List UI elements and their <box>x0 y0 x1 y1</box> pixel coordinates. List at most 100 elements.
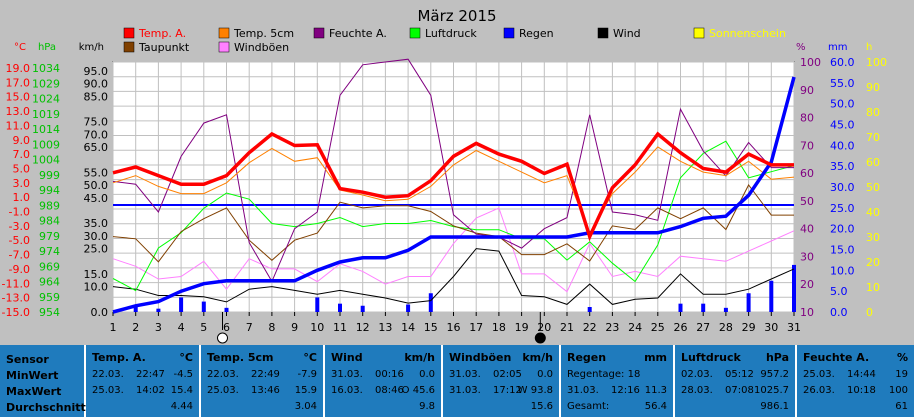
label-max: MaxWert <box>6 385 62 398</box>
legend-swatch <box>503 27 515 39</box>
axis-tick-left: 19.0 <box>6 62 31 75</box>
axis-tick-left: 30.0 <box>84 230 109 243</box>
axis-tick-left: -9.0 <box>9 263 30 276</box>
axis-tick-left: 994 <box>39 184 60 197</box>
x-tick-label: 17 <box>469 321 483 334</box>
axis-tick-right: 80 <box>800 112 814 125</box>
axis-tick-left: 954 <box>39 306 60 319</box>
x-tick-label: 28 <box>719 321 733 334</box>
axis-tick-left: -5.0 <box>9 234 30 247</box>
series-line-regen <box>112 76 796 314</box>
rain-bar <box>406 304 411 312</box>
axis-tick-right: 30 <box>866 231 880 244</box>
axis-tick-right: 70 <box>800 139 814 152</box>
axis-tick-left: 45.0 <box>84 192 109 205</box>
table-cell: 31.03. <box>331 369 363 380</box>
table-cell: 1025.7 <box>754 385 789 396</box>
axis-tick-right: 45.0 <box>830 119 855 132</box>
column-header: Regen <box>567 351 607 364</box>
axis-tick-left: 1.0 <box>13 191 31 204</box>
x-tick-label: 2 <box>132 321 139 334</box>
table-cell: 00:16 <box>375 369 404 380</box>
axis-tick-left: -15.0 <box>2 306 30 319</box>
axis-tick-right: 0 <box>866 306 873 319</box>
column-unit: °C <box>303 351 317 364</box>
axis-tick-right: 30 <box>800 250 814 263</box>
x-tick-label: 16 <box>447 321 461 334</box>
table-row: 02.03. 05:12 957.2 <box>681 369 789 383</box>
axis-tick-right: 30.0 <box>830 181 855 194</box>
column-unit: °C <box>179 351 193 364</box>
legend-label: Windböen <box>234 41 289 54</box>
axis-tick-left: 85.0 <box>84 90 109 103</box>
x-tick-label: 8 <box>268 321 275 334</box>
table-cell: 22.03. <box>92 369 124 380</box>
x-tick-label: 31 <box>787 321 801 334</box>
axis-label-left: km/h <box>79 42 104 53</box>
rain-bar <box>133 305 138 312</box>
rain-bar <box>769 280 774 312</box>
legend-swatch <box>409 27 421 39</box>
column-unit: km/h <box>522 351 553 364</box>
rain-bar <box>792 264 796 312</box>
table-cell: 25.03. <box>803 369 835 380</box>
table-cell: 12:16 <box>611 385 640 396</box>
legend-swatch <box>218 27 230 39</box>
moon-full-icon <box>534 332 546 344</box>
rain-bar <box>156 308 161 312</box>
axis-tick-left: 90.0 <box>84 78 109 91</box>
table-cell: 17:12 <box>493 385 522 396</box>
table-column: Luftdruck hPa 02.03. 05:12 957.2 28.03. 07:08 1… <box>675 345 795 417</box>
x-tick-label: 30 <box>764 321 778 334</box>
axis-tick-left: -1.0 <box>9 206 30 219</box>
series-line-taupunkt <box>112 184 794 263</box>
legend-swatch <box>123 41 135 53</box>
axis-tick-left: -3.0 <box>9 220 30 233</box>
column-header: Temp. A. <box>92 351 146 364</box>
axis-tick-right: 40 <box>800 223 814 236</box>
table-row-avg: 15.6 <box>449 401 553 415</box>
rain-bar <box>360 305 365 312</box>
table-cell: 19 <box>895 369 908 380</box>
rain-bar <box>428 293 433 312</box>
table-cell: 0.0 <box>537 369 553 380</box>
axis-tick-right: 40 <box>866 206 880 219</box>
axis-tick-left: 1034 <box>32 62 60 75</box>
axis-tick-right: 35.0 <box>830 160 855 173</box>
axis-tick-right: 10.0 <box>830 264 855 277</box>
axis-tick-right: 60 <box>866 156 880 169</box>
axis-tick-right: 0.0 <box>830 306 848 319</box>
rain-bar <box>338 303 342 312</box>
x-tick-label: 25 <box>651 321 665 334</box>
axis-tick-left: 1014 <box>32 123 60 136</box>
table-row: 16.03. 08:46 O 45.6 <box>331 385 435 399</box>
table-column: Temp. A. °C 22.03. 22:47 -4.5 25.03. 14:02 15.4… <box>86 345 199 417</box>
column-header: Wind <box>331 351 363 364</box>
column-header: Luftdruck <box>681 351 741 364</box>
weather-chart: 1 2 3 4 5 6 7 8 9 10 11 12 13 14 15 16 17 18 19 20 21 22 23 24 2… <box>2 7 887 344</box>
axis-tick-left: 964 <box>39 276 60 289</box>
table-row: 26.03. 10:18 100 <box>803 385 908 399</box>
column-unit: hPa <box>765 351 789 364</box>
axis-tick-left: 1004 <box>32 154 60 167</box>
x-tick-label: 20 <box>537 321 551 334</box>
column-header: Temp. 5cm <box>207 351 274 364</box>
x-tick-label: 12 <box>356 321 370 334</box>
series-line-feuchte-a- <box>112 58 794 283</box>
axis-tick-left: 3.0 <box>13 177 31 190</box>
axis-tick-left: -7.0 <box>9 249 30 262</box>
table-row-avg: 61 <box>803 401 908 415</box>
column-unit: km/h <box>404 351 435 364</box>
rain-bar <box>224 307 229 312</box>
axis-tick-left: 65.0 <box>84 141 109 154</box>
rain-bar <box>746 293 751 312</box>
table-row: 31.03. 00:16 0.0 <box>331 369 435 383</box>
axis-tick-left: -11.0 <box>2 277 30 290</box>
table-cell: 14:44 <box>847 369 876 380</box>
table-cell: Regentage: 18 <box>567 369 641 380</box>
rain-bar <box>315 297 320 312</box>
column-header: Windböen <box>449 351 512 364</box>
axis-tick-left: 55.0 <box>84 166 109 179</box>
legend-label: Regen <box>519 27 554 40</box>
avg-value: 15.6 <box>530 401 553 412</box>
